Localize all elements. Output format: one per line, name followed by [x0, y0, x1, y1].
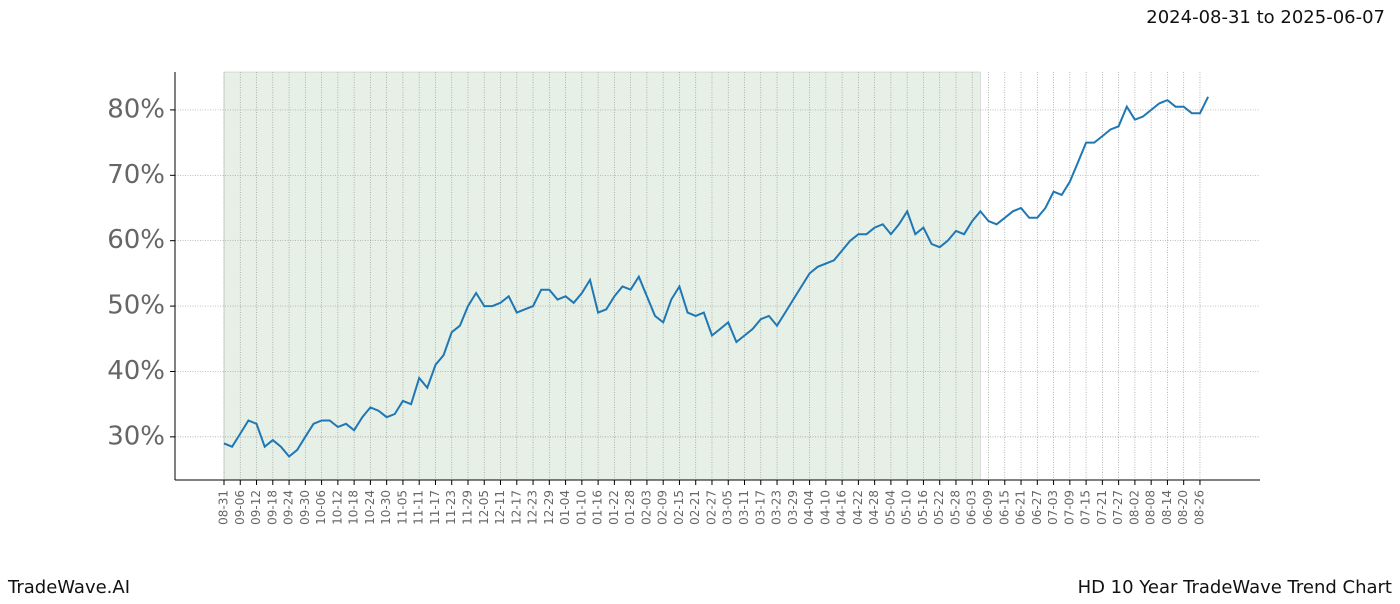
x-tick-label: 11-05: [395, 490, 409, 525]
x-tick-label: 03-17: [753, 490, 767, 525]
x-tick-label: 07-03: [1046, 490, 1060, 525]
x-tick-label: 04-16: [835, 490, 849, 525]
x-tick-label: 03-05: [721, 490, 735, 525]
x-tick-label: 01-22: [607, 490, 621, 525]
x-tick-label: 07-21: [1095, 490, 1109, 525]
x-tick-label: 08-26: [1192, 490, 1206, 525]
x-tick-label: 12-23: [526, 490, 540, 525]
x-tick-label: 03-23: [770, 490, 784, 525]
x-tick-label: 10-30: [379, 490, 393, 525]
x-tick-label: 06-21: [1014, 490, 1028, 525]
y-tick-label: 70%: [107, 160, 165, 190]
x-tick-label: 08-14: [1160, 490, 1174, 525]
x-tick-label: 11-29: [460, 490, 474, 525]
x-tick-label: 11-17: [428, 490, 442, 525]
x-tick-label: 09-30: [298, 490, 312, 525]
x-tick-label: 08-20: [1176, 490, 1190, 525]
x-tick-label: 08-02: [1127, 490, 1141, 525]
x-tick-label: 05-16: [916, 490, 930, 525]
x-tick-label: 12-05: [477, 490, 491, 525]
x-tick-label: 01-16: [591, 490, 605, 525]
x-tick-label: 01-04: [558, 490, 572, 525]
chart-title: HD 10 Year TradeWave Trend Chart: [1078, 577, 1392, 598]
x-tick-label: 12-17: [509, 490, 523, 525]
x-tick-label: 05-10: [900, 490, 914, 525]
x-tick-label: 09-24: [282, 490, 296, 525]
line-series: [223, 96, 1209, 458]
x-tick-label: 09-18: [265, 490, 279, 525]
x-tick-label: 04-22: [851, 490, 865, 525]
x-tick-label: 02-15: [672, 490, 686, 525]
x-tick-label: 05-28: [948, 490, 962, 525]
x-tick-label: 09-06: [233, 490, 247, 525]
x-tick-label: 07-27: [1111, 490, 1125, 525]
x-tick-label: 12-11: [493, 490, 507, 525]
x-tick-label: 01-10: [574, 490, 588, 525]
y-tick-label: 30%: [107, 421, 165, 451]
y-tick-label: 50%: [107, 291, 165, 321]
x-tick-label: 07-15: [1079, 490, 1093, 525]
y-tick-label: 60%: [107, 225, 165, 255]
x-tick-label: 10-12: [330, 490, 344, 525]
x-tick-label: 04-28: [867, 490, 881, 525]
x-tick-label: 11-23: [444, 490, 458, 525]
x-tick-label: 06-15: [997, 490, 1011, 525]
x-tick-label: 04-10: [818, 490, 832, 525]
x-tick-label: 11-11: [412, 490, 426, 525]
x-tick-label: 10-18: [347, 490, 361, 525]
x-tick-label: 07-09: [1062, 490, 1076, 525]
brand: TradeWave.AI: [7, 577, 130, 598]
x-tick-label: 09-12: [249, 490, 263, 525]
x-tick-label: 08-31: [217, 490, 231, 525]
y-tick-label: 40%: [107, 356, 165, 386]
x-tick-label: 03-29: [786, 490, 800, 525]
highlight-region: [223, 71, 981, 481]
x-tick-label: 06-27: [1030, 490, 1044, 525]
y-tick-label: 80%: [107, 94, 165, 124]
x-tick-label: 02-09: [656, 490, 670, 525]
x-tick-label: 12-29: [542, 490, 556, 525]
x-tick-label: 10-06: [314, 490, 328, 525]
x-tick-label: 06-09: [981, 490, 995, 525]
date-range: 2024-08-31 to 2025-06-07: [1146, 7, 1385, 28]
x-tick-label: 03-11: [737, 490, 751, 525]
x-tick-label: 08-08: [1144, 490, 1158, 525]
x-tick-label: 02-27: [704, 490, 718, 525]
x-tick-label: 01-28: [623, 490, 637, 525]
x-tick-label: 05-22: [932, 490, 946, 525]
x-tick-label: 02-21: [688, 490, 702, 525]
x-tick-label: 02-03: [639, 490, 653, 525]
x-tick-label: 06-03: [965, 490, 979, 525]
x-tick-label: 04-04: [802, 490, 816, 525]
x-tick-label: 10-24: [363, 490, 377, 525]
x-tick-label: 05-04: [883, 490, 897, 525]
